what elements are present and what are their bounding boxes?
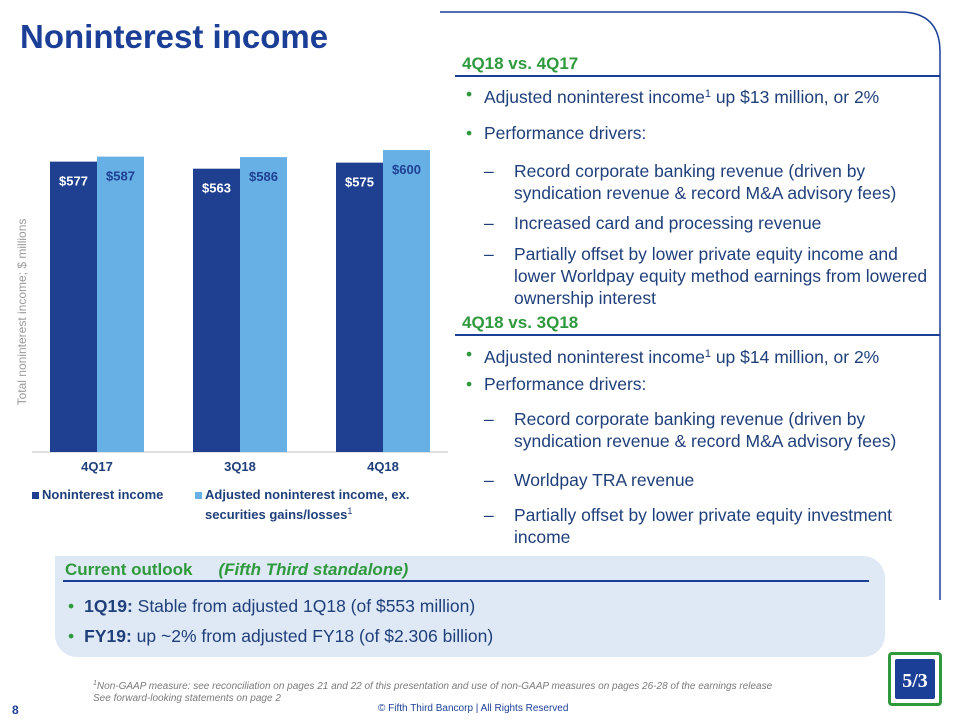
bar-data-label: $563 — [202, 181, 231, 196]
page-title: Noninterest income — [20, 18, 329, 55]
x-tick-label: 4Q18 — [367, 459, 399, 474]
bar-4q18-noninterest — [336, 162, 383, 453]
bar-4q17-noninterest — [50, 161, 97, 452]
copyright-notice: © Fifth Third Bancorp | All Rights Reser… — [378, 703, 569, 714]
bar-4q17-adjusted — [97, 156, 144, 452]
bar-3q18-adjusted — [240, 157, 287, 452]
outlook-rule — [63, 580, 869, 582]
outlook-box — [55, 556, 885, 657]
x-tick-label: 3Q18 — [224, 459, 256, 474]
y-axis-label: Total noninterest income; $ millions — [15, 219, 29, 406]
section-heading-4q18-vs-4q17: 4Q18 vs. 4Q17 — [462, 54, 579, 73]
section-heading-4q18-vs-3q18: 4Q18 vs. 3Q18 — [462, 313, 579, 332]
bar-4q18-adjusted — [383, 150, 430, 452]
section-rule — [455, 334, 940, 336]
fifth-third-logo-icon: 5/3 — [888, 652, 942, 706]
bar-data-label: $600 — [392, 162, 421, 177]
legend-swatch — [195, 492, 202, 499]
bar-3q18-noninterest — [193, 168, 240, 452]
outlook-item: • 1Q19: Stable from adjusted 1Q18 (of $55… — [68, 596, 476, 616]
svg-text:5/3: 5/3 — [902, 670, 928, 692]
bar-data-label: $586 — [249, 169, 278, 184]
bar-data-label: $577 — [59, 174, 88, 189]
bar-data-label: $587 — [106, 169, 135, 184]
page-number: 8 — [12, 703, 19, 717]
section-rule — [455, 75, 940, 77]
bar-data-label: $575 — [345, 175, 374, 190]
x-tick-label: 4Q17 — [81, 459, 113, 474]
footnote: 1Non-GAAP measure: see reconciliation on… — [93, 680, 773, 704]
legend-swatch — [32, 492, 39, 499]
logo-mark: 5/3 — [902, 670, 928, 692]
bars-layer: $577 $587 4Q17 $563 $586 3Q18 $575 $600 4Q18 — [50, 150, 430, 474]
outlook-item: • FY19: up ~2% from adjusted FY18 (of $2.… — [68, 626, 494, 646]
outlook-heading: Current outlook (Fifth Third standalone) — [65, 560, 409, 579]
